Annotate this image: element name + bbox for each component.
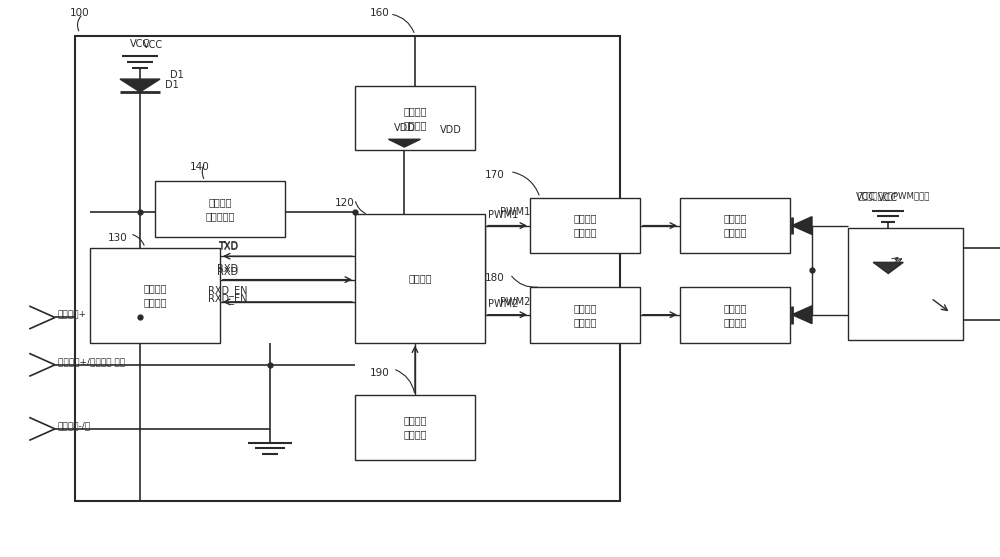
Text: PWM1: PWM1 bbox=[488, 210, 518, 220]
Text: TXD: TXD bbox=[218, 241, 238, 251]
Polygon shape bbox=[388, 139, 420, 147]
Polygon shape bbox=[792, 217, 812, 234]
Text: 反馈信号至初级PWM控制器: 反馈信号至初级PWM控制器 bbox=[858, 192, 930, 201]
Text: 调光信号+/通讯信号 共用: 调光信号+/通讯信号 共用 bbox=[58, 358, 125, 367]
Text: 辅助供电+: 辅助供电+ bbox=[58, 310, 87, 319]
Text: 130: 130 bbox=[108, 233, 128, 243]
Text: PWM2: PWM2 bbox=[488, 299, 518, 309]
Polygon shape bbox=[120, 79, 160, 92]
Text: VCC: VCC bbox=[130, 39, 150, 49]
Text: 120: 120 bbox=[335, 198, 355, 208]
Text: 160: 160 bbox=[370, 8, 390, 18]
Text: VDD: VDD bbox=[440, 125, 462, 135]
Polygon shape bbox=[792, 306, 812, 324]
FancyBboxPatch shape bbox=[355, 214, 485, 343]
FancyBboxPatch shape bbox=[355, 86, 475, 150]
FancyBboxPatch shape bbox=[848, 228, 963, 340]
Text: 通讯信号
接口电路: 通讯信号 接口电路 bbox=[143, 283, 167, 307]
FancyBboxPatch shape bbox=[530, 198, 640, 253]
Text: RXD_EN: RXD_EN bbox=[208, 292, 248, 304]
Text: 微控制器: 微控制器 bbox=[408, 273, 432, 284]
Text: 输出电压
反馈控制: 输出电压 反馈控制 bbox=[723, 213, 747, 238]
FancyBboxPatch shape bbox=[680, 198, 790, 253]
Text: PWM1: PWM1 bbox=[500, 207, 530, 217]
FancyBboxPatch shape bbox=[75, 36, 620, 501]
Text: RXD_EN: RXD_EN bbox=[208, 285, 248, 296]
Text: 输出电压
设定电路: 输出电压 设定电路 bbox=[573, 213, 597, 238]
FancyBboxPatch shape bbox=[680, 287, 790, 343]
Text: 调光信号
处理单元: 调光信号 处理单元 bbox=[403, 416, 427, 439]
Text: D1: D1 bbox=[170, 70, 184, 80]
Text: 100: 100 bbox=[70, 8, 90, 18]
Text: 工作状态
指示单元: 工作状态 指示单元 bbox=[403, 106, 427, 130]
FancyBboxPatch shape bbox=[355, 395, 475, 460]
Text: 140: 140 bbox=[190, 162, 210, 172]
Text: 170: 170 bbox=[485, 170, 505, 180]
Text: RXD: RXD bbox=[217, 267, 239, 277]
Text: VCC: VCC bbox=[878, 193, 898, 203]
Text: PWM2: PWM2 bbox=[500, 297, 530, 307]
Text: 调光信号-/地: 调光信号-/地 bbox=[58, 422, 91, 431]
Text: 输出电流
反馈控制: 输出电流 反馈控制 bbox=[723, 302, 747, 327]
Text: 微控制器
主供电单元: 微控制器 主供电单元 bbox=[205, 197, 235, 221]
Text: 190: 190 bbox=[370, 368, 390, 378]
Text: TXD: TXD bbox=[218, 242, 238, 252]
Text: VCC: VCC bbox=[143, 40, 163, 50]
Text: 输出电流
设定电路: 输出电流 设定电路 bbox=[573, 302, 597, 327]
Text: VCC: VCC bbox=[856, 192, 876, 202]
FancyBboxPatch shape bbox=[155, 181, 285, 237]
Text: VDD: VDD bbox=[393, 123, 415, 133]
Text: D1: D1 bbox=[165, 80, 179, 90]
Text: 180: 180 bbox=[485, 273, 505, 283]
FancyBboxPatch shape bbox=[90, 248, 220, 343]
Polygon shape bbox=[873, 262, 903, 273]
FancyBboxPatch shape bbox=[530, 287, 640, 343]
Text: RXD: RXD bbox=[217, 264, 239, 274]
